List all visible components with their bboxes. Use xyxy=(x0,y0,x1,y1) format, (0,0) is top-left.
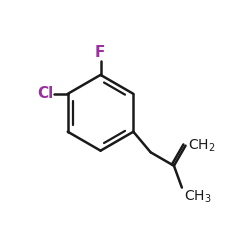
Text: CH$_2$: CH$_2$ xyxy=(188,138,215,154)
Text: Cl: Cl xyxy=(37,86,53,101)
Text: F: F xyxy=(94,45,104,60)
Text: CH$_3$: CH$_3$ xyxy=(184,189,212,205)
